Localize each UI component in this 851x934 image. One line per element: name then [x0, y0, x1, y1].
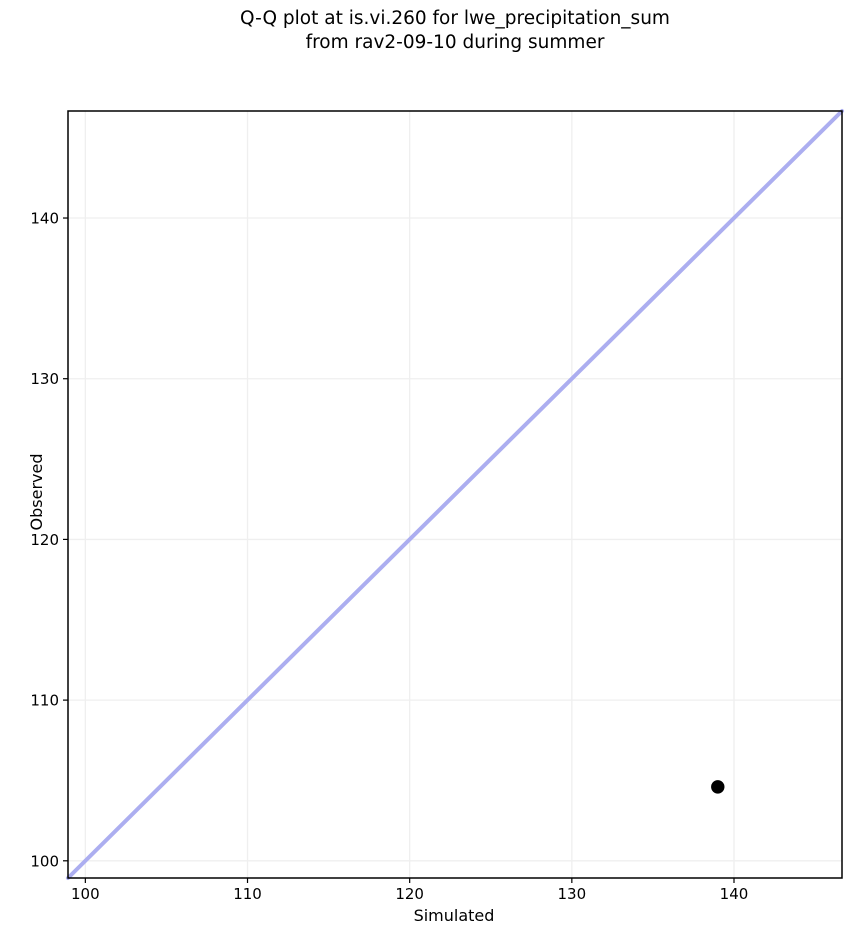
chart-title-line-2: from rav2-09-10 during summer [306, 32, 605, 53]
data-point [711, 780, 725, 794]
y-tick-label: 140 [30, 210, 59, 228]
x-tick-label: 120 [395, 885, 424, 903]
chart-title-line-1: Q-Q plot at is.vi.260 for lwe_precipitat… [240, 8, 670, 29]
x-tick-label: 130 [558, 885, 587, 903]
x-tick-label: 100 [71, 885, 100, 903]
x-tick-label: 140 [720, 885, 749, 903]
y-tick-label: 120 [30, 531, 59, 549]
x-axis-label: Simulated [414, 906, 495, 925]
y-axis-label: Observed [27, 454, 46, 531]
x-tick-label: 110 [233, 885, 262, 903]
y-tick-label: 110 [30, 692, 59, 710]
identity-line [66, 109, 844, 880]
y-tick-label: 100 [30, 852, 59, 870]
y-tick-label: 130 [30, 370, 59, 388]
axes-spines [67, 110, 843, 879]
